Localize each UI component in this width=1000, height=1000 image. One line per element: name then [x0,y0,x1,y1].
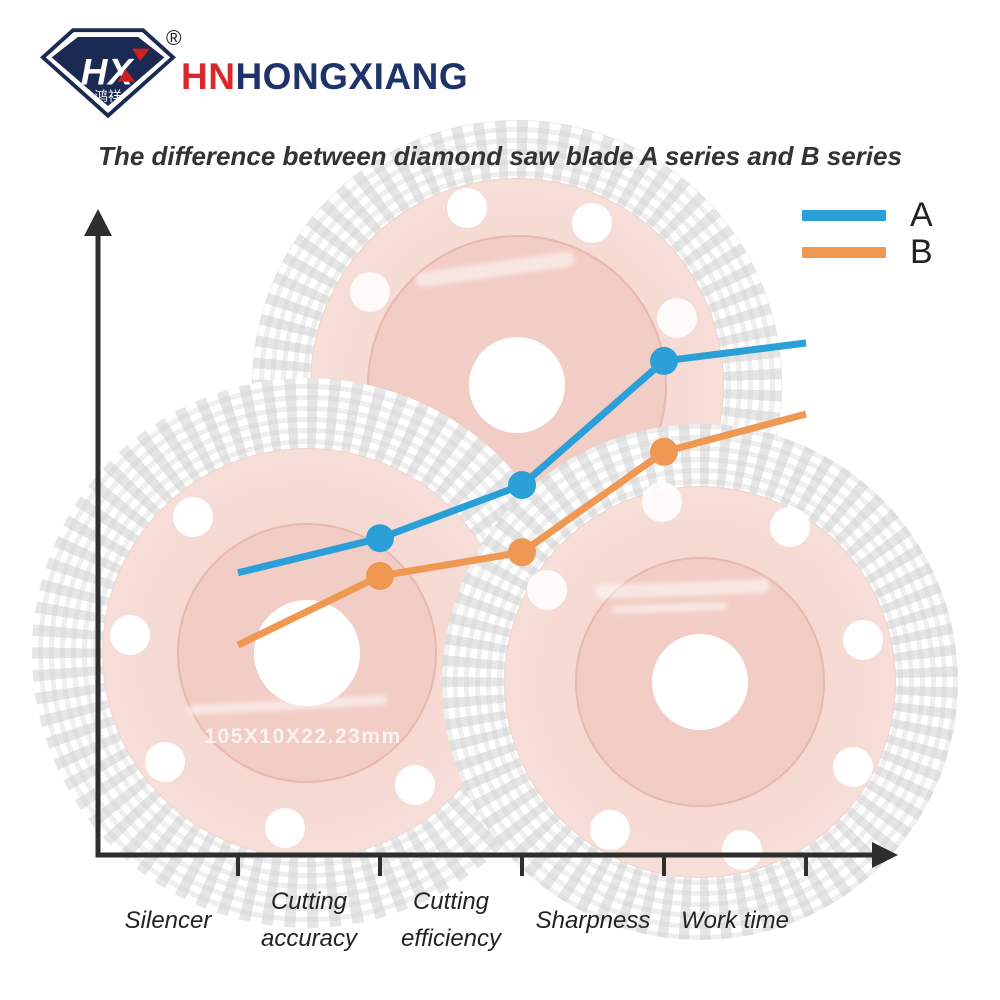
blade-size-label: 105X10X22.23mm [204,725,402,748]
svg-text:X: X [106,52,135,93]
blade-flange-hole [770,507,810,547]
brand-logo-icon: H X 鸿祥 [40,28,176,119]
blade-flange-hole [350,272,390,312]
legend-item-a: A [802,196,933,234]
series-b-data-point [650,437,678,466]
blade-flange-hole [145,742,185,782]
brand-name-rest: HONGXIANG [235,56,469,97]
brand-name-prefix: HN [181,56,236,97]
blade-arbor-hole [254,600,360,706]
blade-flange-hole [395,765,435,805]
blade-flange-hole [642,482,682,522]
legend-swatch-a [802,210,886,221]
series-a-data-point [508,471,536,500]
blade-flange-hole [527,570,567,610]
blade-flange-hole [572,203,612,243]
blade-flange-hole [110,615,150,655]
blade-flange-hole [265,808,305,848]
series-b-data-point [508,538,536,567]
brand-name: HNHONGXIANG [181,56,468,98]
x-axis-label-silencer: Silencer [124,906,212,934]
blade-flange-hole [657,298,697,338]
legend-label-b: B [910,233,933,271]
series-a-data-point [650,346,678,375]
blade-sticker [177,523,437,783]
x-axis-label-sharpness: Sharpness [535,906,651,934]
blade-flange-hole [173,497,213,537]
series-a-data-point [366,524,394,553]
blade-flange-hole [843,620,883,660]
x-axis-label-work-time: Work time [681,906,789,934]
chart-title: The difference between diamond saw blade… [98,141,902,171]
x-axis-label-cutting-accuracy: Cutting accuracy [260,888,358,952]
series-b-line [236,410,807,649]
x-axis-arrow-icon [872,842,898,868]
blade-arbor-hole [469,337,565,433]
y-axis-arrow-icon [84,209,112,236]
svg-text:H: H [81,52,109,93]
blade-arbor-hole [652,634,748,730]
legend-item-b: B [802,233,933,271]
legend-label-a: A [910,196,933,234]
legend-swatch-b [802,247,886,258]
blade-flange-hole [722,830,762,870]
registered-trademark-icon: ® [166,27,182,50]
blade-flange-hole [590,810,630,850]
blade-flange-hole [833,747,873,787]
blade-flange-hole [447,188,487,228]
x-axis-label-cutting-efficiency: Cutting efficiency [400,888,502,952]
logo-chinese-text: 鸿祥 [94,88,122,104]
series-b-data-point [366,561,394,590]
